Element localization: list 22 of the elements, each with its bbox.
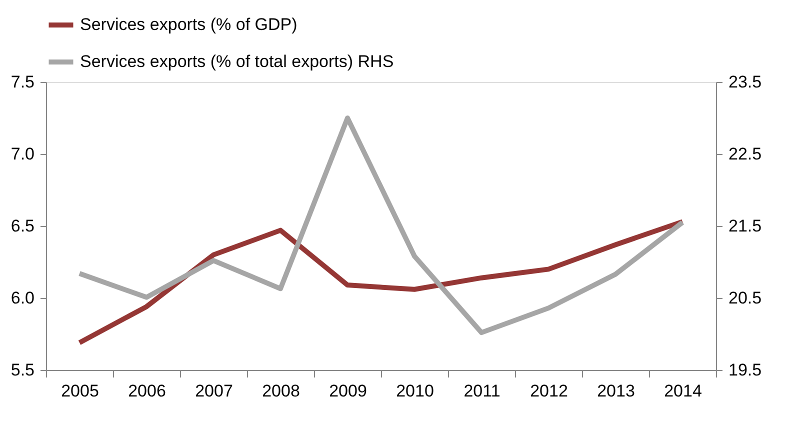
legend-label: Services exports (% of GDP) xyxy=(80,15,298,34)
x-tick-label: 2008 xyxy=(262,382,300,400)
x-tick-label: 2005 xyxy=(61,382,99,400)
y-tick-label: 6.0 xyxy=(10,288,34,308)
y2-tick-label: 19.5 xyxy=(728,360,762,380)
x-tick-label: 2013 xyxy=(597,382,635,400)
y-tick-label: 7.5 xyxy=(10,72,34,92)
y2-tick-label: 21.5 xyxy=(728,216,762,236)
x-tick-label: 2011 xyxy=(464,382,500,400)
x-tick-label: 2009 xyxy=(329,382,367,400)
x-tick-label: 2014 xyxy=(664,382,702,400)
x-tick-label: 2012 xyxy=(530,382,568,400)
legend-label: Services exports (% of total exports) RHS xyxy=(80,52,394,71)
y-tick-label: 6.5 xyxy=(10,216,34,236)
x-tick-label: 2007 xyxy=(195,382,233,400)
x-tick-label: 2010 xyxy=(396,382,434,400)
y2-tick-label: 22.5 xyxy=(728,144,762,164)
y-tick-label: 5.5 xyxy=(10,360,34,380)
y2-tick-label: 23.5 xyxy=(728,72,762,92)
y2-tick-label: 20.5 xyxy=(728,288,762,308)
y-tick-label: 7.0 xyxy=(10,144,34,164)
x-tick-label: 2006 xyxy=(128,382,166,400)
